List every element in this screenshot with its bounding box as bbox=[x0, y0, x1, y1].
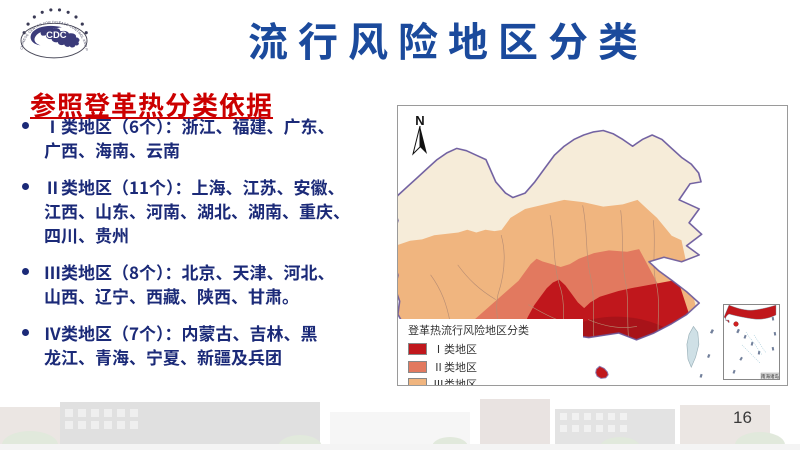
svg-text:CDC: CDC bbox=[46, 29, 67, 40]
svg-text:南海诸岛: 南海诸岛 bbox=[761, 373, 779, 380]
